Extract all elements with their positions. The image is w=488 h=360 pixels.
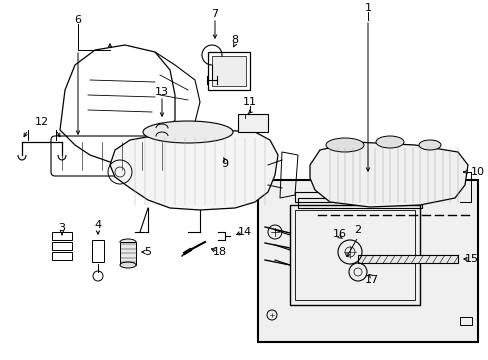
Text: 12: 12 [35,117,49,127]
Text: 1: 1 [364,3,371,13]
Text: 5: 5 [144,247,151,257]
Bar [459,317,471,325]
Bar [289,205,419,305]
Text: 6: 6 [74,15,81,25]
Ellipse shape [325,138,363,152]
Text: 8: 8 [231,35,238,45]
Text: 4: 4 [94,220,102,230]
Text: 16: 16 [332,229,346,239]
Ellipse shape [120,262,136,268]
Text: 3: 3 [59,223,65,233]
Bar [52,242,72,250]
Text: 11: 11 [243,97,257,107]
Bar [294,210,414,300]
Ellipse shape [418,140,440,150]
Bar [357,255,457,263]
Polygon shape [110,130,278,210]
Bar [238,114,267,132]
Ellipse shape [142,121,232,143]
Ellipse shape [375,136,403,148]
Bar [258,180,477,342]
Bar [52,252,72,260]
Polygon shape [195,135,247,157]
Bar [120,242,136,265]
Ellipse shape [120,239,136,245]
Polygon shape [309,142,467,207]
Text: 13: 13 [155,87,169,97]
Text: 17: 17 [364,275,378,285]
Text: 18: 18 [212,247,226,257]
Bar [207,52,249,90]
Text: 14: 14 [238,227,251,237]
Bar [212,56,245,86]
Bar [92,240,104,262]
Text: 15: 15 [464,254,478,264]
Bar [52,232,72,240]
Text: 7: 7 [211,9,218,19]
Bar [294,192,424,202]
Bar [297,198,421,208]
Text: 2: 2 [354,225,361,235]
Text: 9: 9 [221,159,228,169]
Text: 10: 10 [470,167,484,177]
